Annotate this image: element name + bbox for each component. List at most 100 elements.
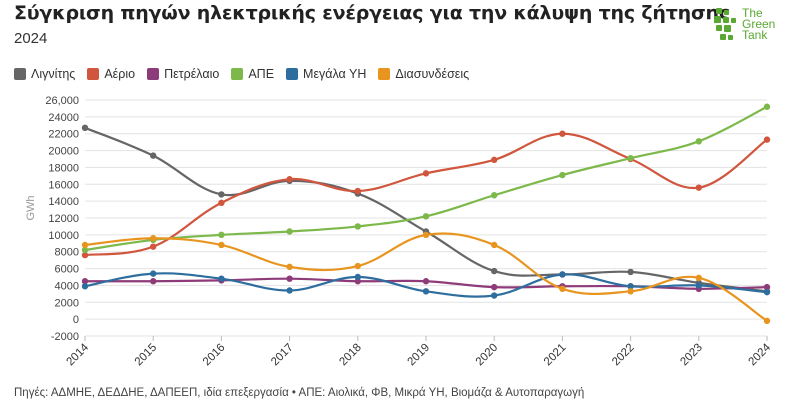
data-point [695, 274, 702, 282]
data-point [422, 278, 430, 285]
data-point [81, 246, 89, 254]
chart-legend: Λιγνίτης Αέριο Πετρέλαιο ΑΠΕ Μεγάλα ΥΗ Διασυν… [14, 67, 469, 81]
data-point [354, 187, 361, 195]
data-point [559, 271, 566, 278]
data-point [695, 184, 702, 191]
data-point [695, 282, 702, 289]
data-point [491, 241, 498, 249]
y-tick-label: 14000 [48, 196, 79, 208]
x-tick-label: 2023 [678, 342, 705, 369]
data-point [559, 171, 566, 179]
data-point [286, 287, 293, 294]
data-point [559, 130, 566, 137]
data-point [150, 243, 157, 250]
y-tick-label: 8000 [55, 247, 79, 259]
data-point [81, 283, 89, 290]
legend-label: Πετρέλαιο [164, 67, 220, 81]
y-tick-label: 4000 [55, 280, 79, 292]
x-tick-label: 2016 [201, 342, 228, 369]
data-point [81, 241, 89, 249]
y-tick-label: 10000 [48, 230, 79, 242]
data-point [218, 199, 225, 207]
data-point [627, 288, 634, 295]
x-tick-label: 2017 [269, 342, 296, 369]
data-point [218, 191, 225, 198]
y-tick-label: -2000 [51, 331, 79, 343]
y-axis-label: GWh [25, 195, 37, 220]
data-point [218, 275, 225, 282]
y-tick-label: 26,000 [45, 95, 79, 107]
data-point [491, 292, 498, 299]
data-point [218, 241, 225, 249]
leaf-logo-icon [714, 8, 736, 40]
data-point [286, 263, 293, 271]
legend-item[interactable]: ΑΠΕ [231, 67, 274, 81]
y-tick-label: 22000 [48, 129, 79, 141]
legend-swatch [87, 68, 100, 80]
chart-subtitle: 2024 [14, 30, 48, 47]
legend-swatch [14, 68, 26, 80]
data-point [627, 154, 634, 162]
data-point [491, 283, 498, 291]
legend-item[interactable]: Αέριο [87, 67, 135, 81]
x-tick-label: 2021 [542, 342, 569, 369]
data-point [763, 288, 771, 296]
x-tick-label: 2022 [610, 342, 637, 369]
data-point [286, 176, 293, 183]
data-point [763, 103, 771, 110]
green-tank-logo: The Green Tank [712, 6, 792, 50]
legend-swatch [378, 68, 391, 80]
data-point [695, 138, 702, 145]
data-point [354, 273, 361, 281]
data-point [354, 223, 361, 230]
line-chart: -2000 0 2000 4000 6000 8000 10000 12000 14000 160… [25, 95, 774, 369]
legend-item[interactable]: Διασυνδέσεις [378, 67, 469, 81]
legend-swatch [147, 68, 160, 80]
data-point [422, 288, 430, 295]
legend-swatch [231, 68, 244, 80]
y-tick-label: 12000 [48, 213, 79, 225]
legend-item[interactable]: Πετρέλαιο [147, 67, 219, 81]
source-note: Πηγές: ΑΔΜΗΕ, ΔΕΔΔΗΕ, ΔΑΠΕΕΠ, ιδία επεξε… [14, 387, 585, 399]
legend-item[interactable]: Μεγάλα ΥΗ [286, 67, 366, 81]
data-point [763, 136, 771, 143]
data-point [422, 231, 430, 239]
x-tick-label: 2019 [406, 342, 433, 369]
y-tick-label: 16000 [48, 179, 79, 191]
legend-label: Διασυνδέσεις [395, 67, 470, 81]
series-Μεγάλα ΥΗ [81, 270, 771, 299]
x-tick-label: 2020 [474, 342, 501, 369]
data-point [491, 192, 498, 199]
data-point [763, 283, 771, 291]
legend-item[interactable]: Λιγνίτης [14, 67, 75, 81]
chart-title: Σύγκριση πηγών ηλεκτρικής ενέργειας για … [14, 2, 730, 24]
data-point [150, 152, 157, 159]
x-tick-label: 2015 [133, 342, 160, 369]
logo-text: The Green Tank [742, 6, 776, 42]
data-point [763, 317, 771, 325]
x-tick-label: 2024 [747, 341, 774, 368]
legend-label: ΑΠΕ [248, 67, 275, 81]
legend-label: Αέριο [104, 67, 136, 81]
y-tick-label: 6000 [55, 264, 79, 276]
data-point [559, 285, 566, 292]
y-tick-label: 18000 [48, 162, 79, 174]
data-point [627, 283, 634, 290]
data-point [422, 170, 430, 177]
y-tick-label: 0 [73, 314, 79, 326]
series-Διασυνδέσεις [81, 231, 771, 325]
legend-label: Μεγάλα ΥΗ [303, 67, 367, 81]
data-point [491, 267, 498, 275]
data-point [150, 278, 157, 285]
data-point [81, 124, 89, 132]
data-point [491, 156, 498, 164]
legend-label: Λιγνίτης [31, 67, 76, 81]
y-tick-label: 24000 [48, 112, 79, 124]
data-point [286, 275, 293, 282]
data-point [150, 270, 157, 277]
y-tick-label: 2000 [55, 297, 79, 309]
series-line [84, 126, 768, 293]
legend-swatch [286, 68, 299, 80]
data-point [81, 278, 89, 285]
data-point [422, 213, 430, 220]
